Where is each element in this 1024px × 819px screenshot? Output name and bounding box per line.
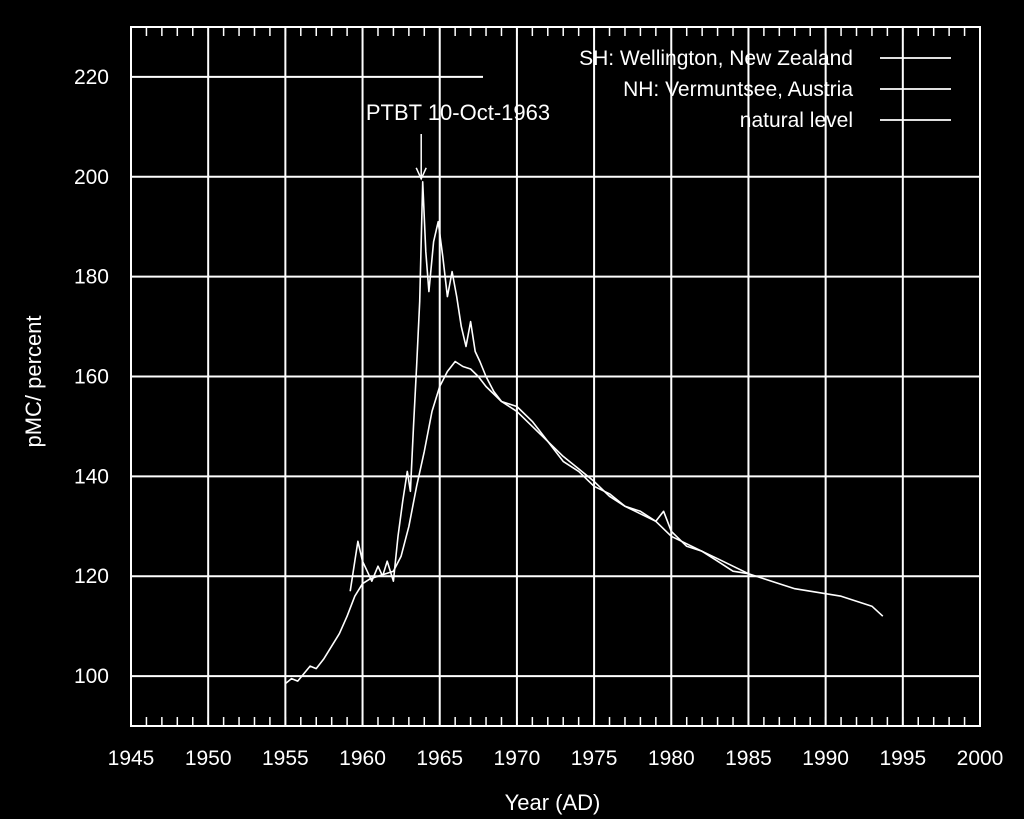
x-tick-label: 1970	[494, 747, 541, 770]
x-tick-label: 1965	[416, 747, 463, 770]
x-tick-label: 1995	[879, 747, 926, 770]
annotation: PTBT 10-Oct-1963	[366, 100, 550, 181]
y-tick-label: 120	[74, 565, 109, 588]
series-nh-vermuntsee-line	[349, 181, 749, 592]
x-tick-label: 1955	[262, 747, 309, 770]
plot-frame	[130, 26, 981, 727]
x-tick-label: 1980	[648, 747, 695, 770]
y-tick-label: 140	[74, 465, 109, 488]
x-tick-label: 1960	[339, 747, 386, 770]
data-series	[284, 181, 884, 685]
legend: SH: Wellington, New Zealand NH: Vermuntse…	[579, 47, 951, 132]
y-tick-label: 180	[74, 266, 109, 289]
annotation-arrow-head	[415, 167, 427, 181]
annotation-label: PTBT 10-Oct-1963	[366, 100, 550, 125]
x-tick-label: 1990	[802, 747, 849, 770]
legend-label: SH: Wellington, New Zealand	[579, 47, 853, 70]
x-tick-label: 1945	[108, 747, 155, 770]
y-axis-title: pMC/ percent	[21, 315, 46, 447]
x-tick-label: 1950	[185, 747, 232, 770]
x-tick-label: 1985	[725, 747, 772, 770]
y-tick-label: 200	[74, 166, 109, 189]
x-tick-labels: 1945 1950 1955 1960 1965 1970 1975 1980 1985 1990…	[108, 747, 1004, 770]
legend-label: natural level	[740, 109, 853, 132]
gridlines	[130, 27, 981, 726]
y-tick-labels: 100 120 140 160 180 200 220	[74, 66, 109, 688]
x-tick-label: 1975	[571, 747, 618, 770]
x-axis-title: Year (AD)	[505, 790, 601, 815]
y-tick-label: 220	[74, 66, 109, 89]
y-tick-label: 100	[74, 665, 109, 688]
series-sh-wellington-line	[284, 360, 884, 685]
x-tick-label: 2000	[957, 747, 1004, 770]
legend-label: NH: Vermuntsee, Austria	[623, 78, 853, 101]
y-tick-label: 160	[74, 366, 109, 389]
